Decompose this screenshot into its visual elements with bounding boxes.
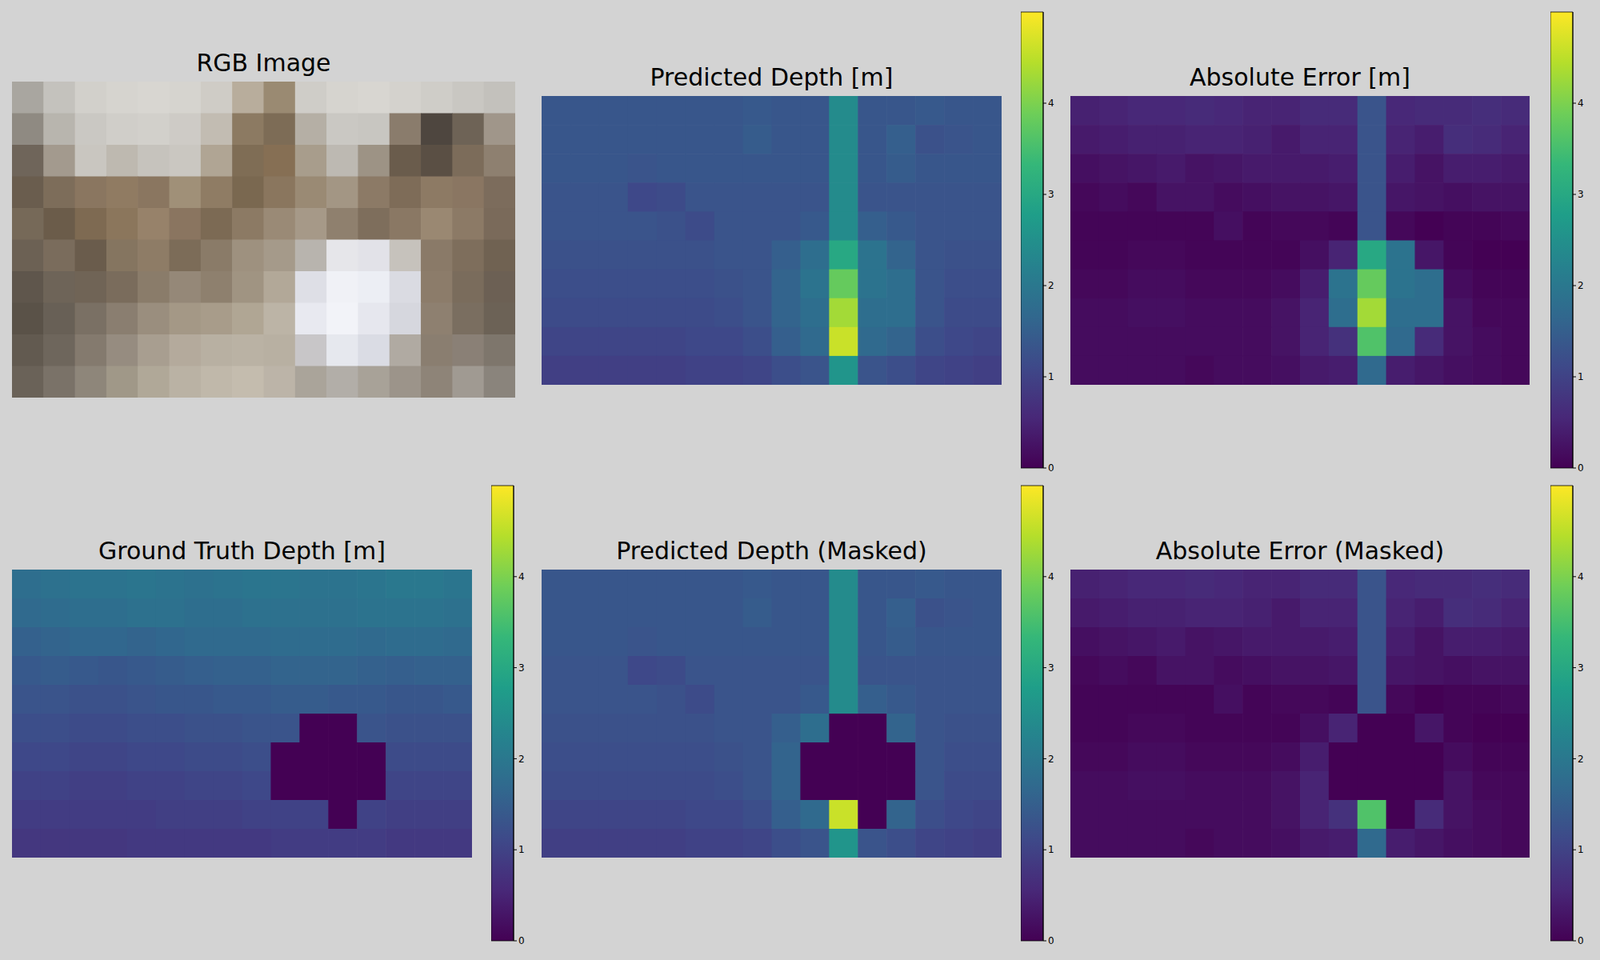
svg-text:0: 0 bbox=[1577, 935, 1584, 947]
html-text:Absolute Error [m]: Absolute Error [m] bbox=[1189, 63, 1411, 92]
svg-text:2: 2 bbox=[1048, 753, 1055, 765]
svg-text:1: 1 bbox=[1577, 844, 1584, 856]
svg-text:1: 1 bbox=[1048, 371, 1055, 383]
svg-text:4: 4 bbox=[1048, 97, 1055, 109]
svg-text:4: 4 bbox=[1048, 571, 1055, 583]
svg-text:3: 3 bbox=[1577, 662, 1584, 674]
svg-text:1: 1 bbox=[518, 844, 525, 856]
html-text:Ground Truth Depth [m]: Ground Truth Depth [m] bbox=[98, 536, 386, 565]
svg-text:2: 2 bbox=[1577, 753, 1584, 765]
svg-text:1: 1 bbox=[1577, 371, 1584, 383]
html-text:Absolute Error (Masked): Absolute Error (Masked) bbox=[1155, 536, 1445, 565]
html-text:Predicted Depth [m]: Predicted Depth [m] bbox=[650, 63, 894, 92]
svg-text:2: 2 bbox=[1577, 280, 1584, 292]
svg-text:0: 0 bbox=[1048, 935, 1055, 947]
svg-text:4: 4 bbox=[1577, 97, 1584, 109]
svg-text:2: 2 bbox=[1048, 280, 1055, 292]
svg-text:0: 0 bbox=[1048, 462, 1055, 474]
svg-text:2: 2 bbox=[518, 753, 525, 765]
svg-text:3: 3 bbox=[1577, 188, 1584, 200]
svg-text:4: 4 bbox=[518, 571, 525, 583]
svg-text:0: 0 bbox=[518, 935, 525, 947]
svg-text:3: 3 bbox=[518, 662, 525, 674]
html-text:RGB Image: RGB Image bbox=[196, 48, 331, 77]
html-text:Predicted Depth (Masked): Predicted Depth (Masked) bbox=[616, 536, 927, 565]
svg-text:3: 3 bbox=[1048, 662, 1055, 674]
svg-text:4: 4 bbox=[1577, 571, 1584, 583]
svg-text:0: 0 bbox=[1577, 462, 1584, 474]
svg-text:1: 1 bbox=[1048, 844, 1055, 856]
svg-text:3: 3 bbox=[1048, 188, 1055, 200]
